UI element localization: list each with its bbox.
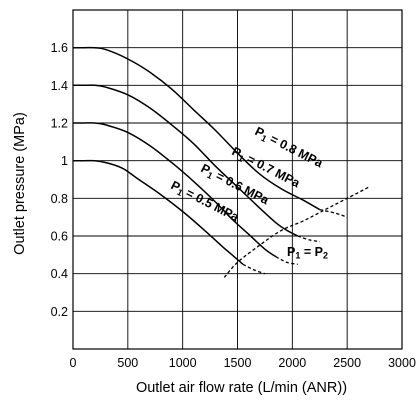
grid xyxy=(73,10,402,349)
x-tick-label: 3000 xyxy=(388,356,416,370)
series-line-dashed xyxy=(275,256,298,265)
x-tick-label: 2000 xyxy=(278,356,306,370)
y-tick-label: 1.6 xyxy=(51,41,68,55)
x-tick-label: 1000 xyxy=(169,356,197,370)
curves xyxy=(72,46,370,278)
x-tick-label: 2500 xyxy=(333,356,361,370)
series-line xyxy=(72,122,277,258)
series-line-dashed xyxy=(297,235,320,243)
series-line xyxy=(73,46,321,211)
y-tick-label: 0.2 xyxy=(51,305,68,319)
y-tick-label: 1.2 xyxy=(51,117,68,131)
tick-labels: 0 500 1000 1500 2000 2500 3000 0.2 0.4 0.6 0.8 1 1.2… xyxy=(51,41,416,370)
series-label: P1 = P2 xyxy=(287,245,328,261)
y-tick-label: 1.4 xyxy=(51,79,68,93)
y-tick-label: 0.8 xyxy=(51,192,68,206)
series-line xyxy=(73,84,299,237)
y-tick-label: 0.4 xyxy=(51,267,68,281)
series-line-dashed xyxy=(223,186,370,278)
x-tick-label: 0 xyxy=(70,356,77,370)
x-tick-label: 1500 xyxy=(224,356,252,370)
y-tick-label: 0.6 xyxy=(51,230,68,244)
y-axis-title: Outlet pressure (MPa) xyxy=(12,112,28,255)
series-line-dashed xyxy=(319,208,348,218)
x-axis-title: Outlet air flow rate (L/min (ANR)) xyxy=(136,380,347,396)
series-line xyxy=(72,159,244,265)
x-tick-label: 500 xyxy=(117,356,138,370)
series-line-dashed xyxy=(242,263,266,275)
y-tick-label: 1 xyxy=(61,154,68,168)
plot-frame xyxy=(72,9,403,350)
